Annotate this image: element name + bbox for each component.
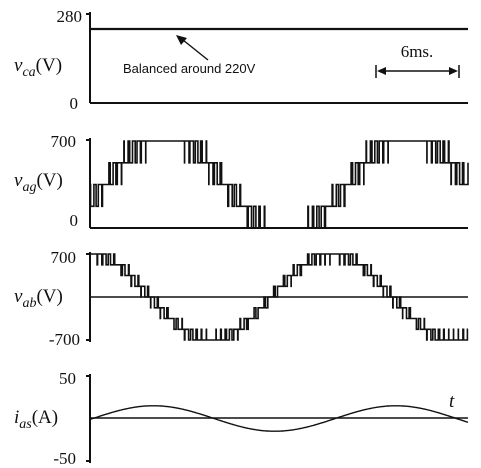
vab-series-line: [90, 253, 469, 341]
vag-ylabel: vag(V): [14, 170, 63, 195]
vab-ylabel: vab(V): [14, 286, 63, 311]
scale-bar-label: 6ms.: [401, 42, 434, 61]
vab-ytick-bottom: -700: [49, 330, 80, 349]
ias-ytick-top: 50: [59, 369, 76, 388]
panel-ias: 50 -50 ias(A) t: [14, 369, 469, 468]
scale-bar: [375, 65, 460, 78]
ias-ytick-bottom: -50: [53, 449, 76, 468]
vag-ytick-top: 700: [51, 132, 77, 151]
vca-ylabel: vca(V): [14, 55, 62, 80]
vag-series-line: [89, 140, 469, 229]
vca-annotation-arrow: [176, 35, 209, 61]
time-axis-label: t: [449, 391, 455, 412]
panel-vca: 280 0 vca(V) Balanced around 220V 6ms.: [14, 7, 468, 113]
ias-ylabel: ias(A): [14, 407, 58, 432]
panel-vab: 700 -700 vab(V): [14, 248, 469, 349]
vca-annotation: Balanced around 220V: [123, 61, 256, 76]
vag-ytick-bottom: 0: [70, 211, 79, 230]
vca-ytick-top: 280: [57, 7, 83, 26]
ias-series-line: [89, 405, 469, 432]
panel-vag: 700 0 vag(V): [14, 132, 469, 230]
vca-ytick-bottom: 0: [70, 94, 79, 113]
vab-ytick-top: 700: [51, 248, 77, 267]
